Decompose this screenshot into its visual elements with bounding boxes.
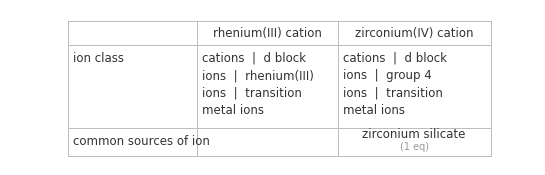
Text: cations  |  d block
ions  |  rhenium(III)
ions  |  transition
metal ions: cations | d block ions | rhenium(III) io… <box>202 52 314 117</box>
Text: cations  |  d block
ions  |  group 4
ions  |  transition
metal ions: cations | d block ions | group 4 ions | … <box>343 52 447 117</box>
Text: (1 eq): (1 eq) <box>399 142 428 152</box>
Text: zirconium silicate: zirconium silicate <box>362 128 466 141</box>
Text: ion class: ion class <box>73 52 124 65</box>
Text: common sources of ion: common sources of ion <box>73 135 210 148</box>
Text: rhenium(III) cation: rhenium(III) cation <box>213 27 322 40</box>
Text: zirconium(IV) cation: zirconium(IV) cation <box>355 27 473 40</box>
